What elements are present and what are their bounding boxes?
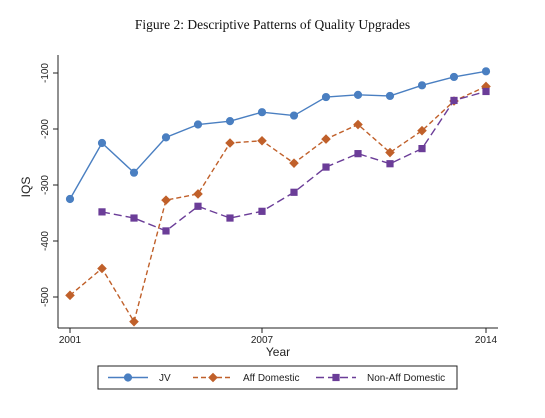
data-point	[193, 120, 203, 129]
data-point	[321, 134, 331, 144]
data-point	[353, 90, 363, 99]
data-point	[481, 67, 491, 76]
data-point	[65, 194, 75, 204]
data-point	[450, 96, 458, 105]
x-tick-label: 2007	[251, 335, 274, 346]
x-tick-label: 2001	[59, 335, 82, 346]
legend-item: Aff Domestic	[193, 372, 300, 384]
y-tick-label: -300	[40, 175, 51, 195]
data-point	[354, 150, 362, 158]
data-point	[162, 227, 170, 235]
data-point	[161, 133, 171, 142]
data-point	[161, 195, 171, 205]
legend-item: JV	[108, 373, 171, 384]
data-point	[129, 168, 139, 177]
y-tick-label: -400	[40, 231, 51, 251]
data-point	[226, 214, 234, 222]
data-point	[225, 138, 235, 148]
legend-label: Aff Domestic	[243, 373, 300, 384]
series-jv	[65, 67, 491, 204]
x-axis-title: Year	[266, 345, 290, 359]
data-point	[385, 91, 395, 101]
x-tick-label: 2014	[475, 335, 498, 346]
legend-marker	[332, 373, 340, 382]
plot-area	[58, 55, 498, 328]
data-point	[97, 138, 107, 148]
series-layer	[65, 67, 491, 327]
legend-marker	[123, 373, 133, 382]
data-point	[353, 119, 363, 130]
data-point	[385, 147, 395, 158]
data-point	[98, 208, 106, 216]
axes: -100 -200 -300 -400 -500 2001 2007 2014 Year IQS	[19, 55, 498, 359]
data-point	[194, 202, 202, 210]
legend-box	[97, 365, 458, 390]
data-point	[257, 108, 267, 117]
data-point	[321, 92, 331, 102]
data-point	[417, 125, 427, 136]
data-point	[97, 263, 107, 274]
series-non-aff-domestic	[98, 87, 490, 235]
data-point	[386, 160, 394, 168]
data-point	[65, 290, 75, 301]
y-tick-label: -100	[40, 63, 51, 83]
data-point	[417, 81, 427, 90]
series-aff-domestic	[65, 81, 491, 327]
data-point	[257, 135, 267, 146]
series-line	[69, 85, 487, 324]
data-point	[449, 72, 459, 82]
data-point	[289, 158, 299, 168]
data-point	[289, 111, 299, 120]
y-tick-label: -200	[40, 119, 51, 139]
y-axis-title: IQS	[19, 177, 33, 198]
y-tick-label: -500	[40, 287, 51, 307]
data-point	[193, 189, 203, 199]
data-point	[322, 163, 330, 171]
figure-title: Figure 2: Descriptive Patterns of Qualit…	[134, 17, 411, 32]
data-point	[418, 145, 426, 153]
legend: JV Aff Domestic Non-Aff Domestic	[97, 365, 458, 390]
data-point	[130, 214, 138, 222]
legend-marker	[208, 372, 218, 383]
legend-label: JV	[159, 373, 171, 384]
legend-label: Non-Aff Domestic	[367, 373, 445, 384]
data-point	[225, 117, 235, 126]
data-point	[290, 188, 298, 196]
legend-item: Non-Aff Domestic	[316, 373, 445, 384]
series-line	[69, 70, 487, 200]
data-point	[129, 316, 139, 327]
data-point	[258, 207, 266, 215]
data-point	[482, 87, 490, 96]
